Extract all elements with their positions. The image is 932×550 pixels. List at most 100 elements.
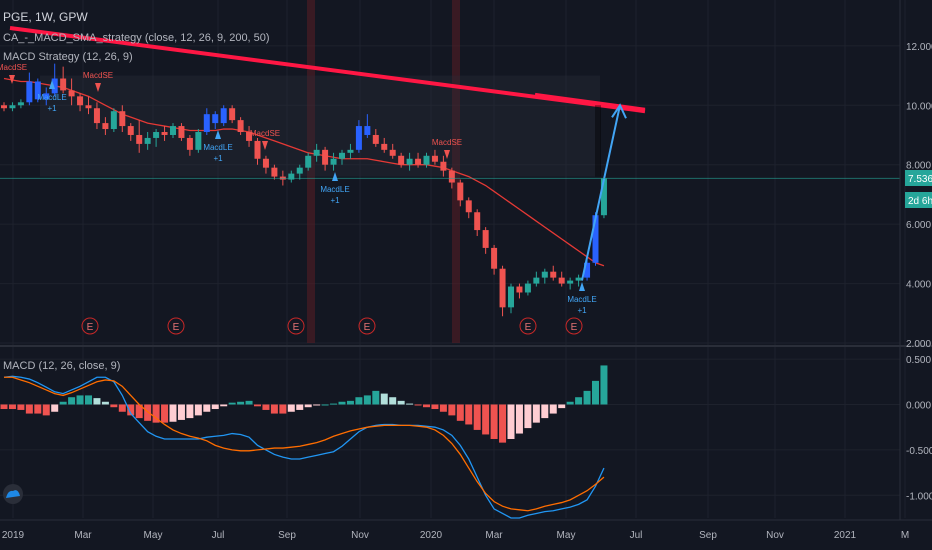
macd-histogram-bar[interactable]: [600, 365, 608, 405]
macd-histogram-bar[interactable]: [245, 400, 253, 405]
candle-body[interactable]: [212, 114, 219, 124]
candle-body[interactable]: [246, 132, 253, 141]
macd-histogram-bar[interactable]: [68, 397, 76, 405]
macd-histogram-bar[interactable]: [296, 404, 304, 410]
candle-body[interactable]: [195, 132, 202, 150]
macd-histogram-bar[interactable]: [346, 400, 354, 405]
macd-histogram-bar[interactable]: [575, 397, 583, 405]
candle-body[interactable]: [102, 123, 109, 130]
macd-histogram-bar[interactable]: [59, 401, 67, 405]
candle-body[interactable]: [17, 102, 24, 106]
macd-histogram-bar[interactable]: [406, 403, 414, 405]
candle-body[interactable]: [482, 230, 489, 248]
earnings-marker[interactable]: [81, 317, 99, 335]
macd-histogram-bar[interactable]: [541, 404, 549, 419]
macd-histogram-bar[interactable]: [439, 404, 447, 412]
macd-histogram-bar[interactable]: [414, 404, 422, 406]
candle-body[interactable]: [262, 158, 269, 168]
candle-body[interactable]: [398, 155, 405, 165]
macd-histogram-bar[interactable]: [203, 404, 211, 412]
macd-histogram-bar[interactable]: [465, 404, 473, 425]
candle-body[interactable]: [254, 140, 261, 159]
candles[interactable]: [1, 63, 607, 317]
candle-body[interactable]: [448, 170, 455, 183]
candle-body[interactable]: [567, 280, 574, 284]
macd-histogram-bar[interactable]: [186, 404, 194, 419]
macd-histogram-bar[interactable]: [397, 400, 405, 405]
earnings-marker[interactable]: [565, 317, 583, 335]
candle-body[interactable]: [339, 152, 345, 159]
candle-body[interactable]: [229, 108, 236, 121]
candle-body[interactable]: [381, 143, 388, 150]
macd-histogram-bar[interactable]: [169, 404, 177, 422]
candle-body[interactable]: [313, 149, 320, 156]
macd-histogram-bar[interactable]: [558, 404, 566, 409]
candle-body[interactable]: [389, 149, 396, 156]
candle-body[interactable]: [558, 277, 565, 284]
candle-body[interactable]: [203, 114, 210, 133]
macd-histogram-bar[interactable]: [93, 398, 101, 405]
candle-body[interactable]: [34, 81, 41, 100]
macd-histogram-bar[interactable]: [431, 404, 439, 410]
candle-body[interactable]: [592, 215, 599, 263]
earnings-marker[interactable]: [358, 317, 376, 335]
macd-histogram-bar[interactable]: [423, 404, 430, 408]
macd-histogram-bar[interactable]: [262, 404, 270, 410]
macd-title[interactable]: MACD (12, 26, close, 9): [3, 360, 120, 372]
candle-body[interactable]: [440, 161, 447, 171]
macd-histogram-bar[interactable]: [499, 404, 507, 443]
candle-body[interactable]: [170, 126, 176, 135]
macd-histogram-bar[interactable]: [592, 380, 599, 405]
macd-histogram-bar[interactable]: [0, 404, 8, 410]
candle-body[interactable]: [415, 158, 422, 165]
macd-histogram-bar[interactable]: [220, 404, 228, 407]
candle-body[interactable]: [161, 132, 168, 135]
macd-histogram-bar[interactable]: [211, 404, 219, 410]
macd-histogram-bar[interactable]: [237, 401, 245, 405]
candle-body[interactable]: [127, 126, 134, 135]
candle-body[interactable]: [77, 96, 84, 106]
macd-histogram-bar[interactable]: [118, 404, 126, 412]
trendline-segment[interactable]: [534, 92, 646, 112]
macd-histogram-bar[interactable]: [304, 404, 312, 408]
macd-histogram-bar[interactable]: [8, 404, 16, 410]
macd-histogram-bar[interactable]: [25, 404, 33, 414]
candle-body[interactable]: [1, 105, 7, 109]
candle-body[interactable]: [220, 108, 227, 124]
macd-histogram-bar[interactable]: [321, 404, 329, 406]
sma-line[interactable]: [3, 77, 605, 267]
macd-histogram-bar[interactable]: [152, 404, 160, 423]
candle-body[interactable]: [524, 283, 531, 293]
candle-body[interactable]: [423, 155, 430, 165]
macd-histogram-bar[interactable]: [76, 395, 84, 405]
macd-histogram-bar[interactable]: [363, 395, 371, 405]
macd-histogram-bar[interactable]: [524, 404, 532, 429]
macd-pane[interactable]: [0, 365, 608, 519]
candle-body[interactable]: [465, 200, 472, 213]
macd-histogram-bar[interactable]: [51, 404, 59, 412]
candle-body[interactable]: [136, 134, 143, 144]
macd-histogram-bar[interactable]: [372, 390, 380, 405]
candle-body[interactable]: [60, 78, 67, 91]
macd-histogram-bar[interactable]: [17, 404, 25, 410]
macd-histogram-bar[interactable]: [515, 404, 523, 434]
candle-body[interactable]: [499, 268, 506, 308]
macd-histogram-bar[interactable]: [228, 402, 236, 405]
macd-histogram-bar[interactable]: [127, 404, 135, 416]
macd-histogram-bar[interactable]: [270, 404, 278, 414]
candle-body[interactable]: [372, 134, 379, 144]
macd-histogram-bar[interactable]: [313, 404, 321, 406]
candle-body[interactable]: [68, 90, 75, 97]
macd-histogram-bar[interactable]: [532, 404, 540, 423]
candle-body[interactable]: [575, 277, 582, 281]
candle-body[interactable]: [288, 173, 295, 180]
candle-body[interactable]: [186, 137, 193, 150]
macd-histogram-bar[interactable]: [161, 404, 169, 423]
study2-title[interactable]: MACD Strategy (12, 26, 9): [3, 51, 133, 63]
macd-histogram-bar[interactable]: [254, 404, 261, 407]
candle-body[interactable]: [491, 247, 498, 269]
earnings-marker[interactable]: [287, 317, 305, 335]
macd-histogram-bar[interactable]: [194, 404, 202, 416]
candle-body[interactable]: [457, 182, 464, 201]
candle-body[interactable]: [533, 277, 540, 284]
